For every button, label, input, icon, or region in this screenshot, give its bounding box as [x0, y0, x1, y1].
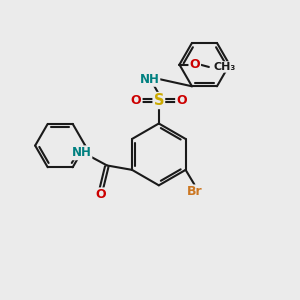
- Text: O: O: [176, 94, 187, 107]
- Text: NH: NH: [140, 73, 159, 86]
- Text: O: O: [96, 188, 106, 201]
- Text: NH: NH: [71, 146, 92, 159]
- Text: S: S: [154, 93, 164, 108]
- Text: CH₃: CH₃: [213, 62, 236, 72]
- Text: Br: Br: [187, 185, 202, 199]
- Text: O: O: [189, 58, 200, 71]
- Text: O: O: [131, 94, 142, 107]
